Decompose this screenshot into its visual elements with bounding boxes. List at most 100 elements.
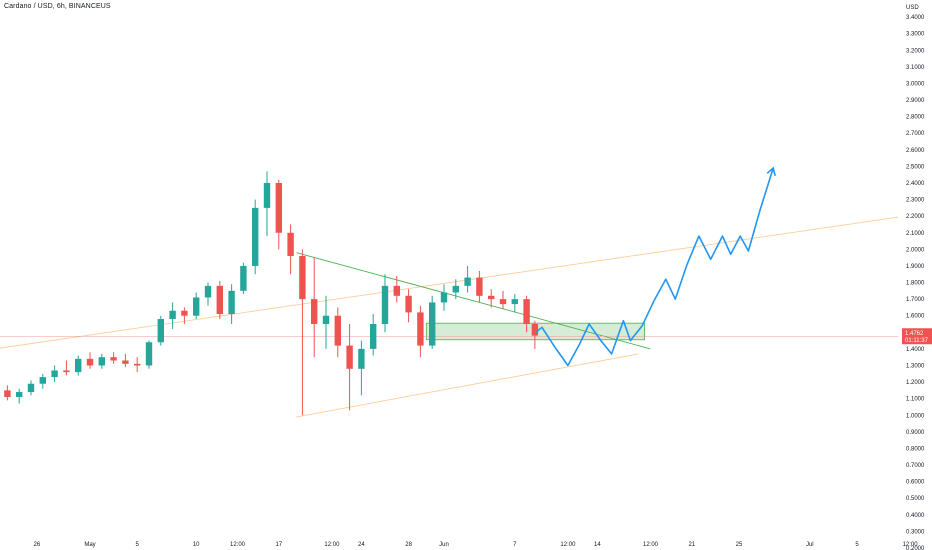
- candle-body: [381, 285, 389, 325]
- candle-body: [287, 232, 294, 256]
- y-tick-label: 0.2000: [906, 546, 925, 550]
- x-tick-label: 5: [136, 542, 140, 548]
- candles: [4, 171, 539, 416]
- y-tick-label: 2.3000: [906, 198, 925, 204]
- y-tick-label: 1.7000: [906, 297, 925, 303]
- candle-body: [75, 358, 82, 373]
- x-tick-label: 21: [688, 542, 695, 548]
- candle-body: [334, 315, 341, 346]
- candle-body: [98, 357, 105, 366]
- x-tick-label: May: [84, 542, 95, 548]
- candle-body: [145, 342, 153, 366]
- chart-title: Cardano / USD, 6h, BINANCEUS: [4, 3, 111, 10]
- x-tick-label: 12:00: [324, 542, 340, 548]
- candle-body: [440, 292, 448, 303]
- candle-body: [240, 265, 247, 291]
- x-tick-label: 26: [34, 542, 41, 548]
- y-axis: USD 3.4000 3.3000 3.2000 3.1000 3.0000 2.9000 2…: [906, 5, 925, 550]
- y-tick-label: 3.2000: [906, 48, 925, 54]
- descending-trendline: [296, 252, 651, 350]
- y-tick-label: 2.2000: [906, 214, 925, 220]
- y-tick-label: 2.9000: [906, 98, 925, 104]
- candle-body: [134, 363, 141, 366]
- candle-body: [452, 285, 459, 293]
- plot-area: [0, 166, 898, 418]
- x-tick-label: Jun: [439, 542, 449, 548]
- y-tick-label: 0.3000: [906, 529, 925, 535]
- y-tick-label: 2.8000: [906, 115, 925, 121]
- y-tick-label: 0.6000: [906, 480, 925, 486]
- y-tick-label: 0.7000: [906, 463, 925, 469]
- candle-body: [417, 312, 424, 346]
- candle-body: [263, 182, 271, 208]
- y-tick-label: 3.0000: [906, 81, 925, 87]
- projection-path: [535, 167, 774, 367]
- y-tick-label: 1.8000: [906, 281, 925, 287]
- x-tick-label: 25: [736, 542, 743, 548]
- candle-body: [204, 285, 212, 298]
- last-price-value: 1.4762: [905, 331, 924, 337]
- y-tick-label: 1.0000: [906, 413, 925, 419]
- candle-body: [531, 324, 539, 336]
- y-tick-label: 1.4000: [906, 347, 925, 353]
- candle-body: [429, 302, 436, 346]
- x-tick-label: 28: [405, 542, 412, 548]
- y-tick-label: 3.3000: [906, 32, 925, 38]
- y-tick-label: 1.2000: [906, 380, 925, 386]
- candle-body: [193, 297, 200, 316]
- candle-body: [393, 285, 400, 296]
- last-price-label-bg: [902, 328, 932, 345]
- x-tick-label: 12:00: [560, 542, 576, 548]
- x-tick-label: 24: [358, 542, 365, 548]
- candle-body: [523, 299, 530, 325]
- y-tick-label: 3.4000: [906, 15, 925, 21]
- y-tick-label: 0.4000: [906, 513, 925, 519]
- last-price-countdown: 01:11:37: [905, 338, 929, 344]
- candle-body: [476, 277, 483, 296]
- projection-arrowhead: [766, 166, 776, 177]
- x-tick-label: 5: [855, 542, 859, 548]
- x-tick-label: Jul: [806, 542, 814, 548]
- y-tick-label: 0.9000: [906, 430, 925, 436]
- x-tick-label: 14: [594, 542, 601, 548]
- y-tick-label: 2.6000: [906, 148, 925, 154]
- candle-body: [63, 370, 70, 373]
- candle-body: [110, 357, 117, 361]
- candle-body: [4, 390, 11, 398]
- candle-body: [370, 324, 377, 349]
- candle-body: [228, 290, 235, 315]
- candle-body: [499, 299, 507, 305]
- x-tick-label: 10: [193, 542, 200, 548]
- candle-body: [157, 319, 164, 343]
- x-tick-label: 12:00: [643, 542, 659, 548]
- x-tick-label: 12:00: [230, 542, 246, 548]
- candle-body: [511, 299, 518, 305]
- y-tick-label: 1.9000: [906, 264, 925, 270]
- x-axis: 26 May 5 10 12:00 17 12:00 24 28 Jun 7 12:00 14 12:00…: [34, 542, 919, 548]
- y-axis-unit: USD: [906, 5, 919, 11]
- candle-body: [488, 295, 495, 300]
- candle-body: [181, 310, 188, 316]
- y-tick-label: 0.8000: [906, 446, 925, 452]
- y-tick-label: 2.1000: [906, 231, 925, 237]
- candle-body: [405, 295, 412, 313]
- candle-body: [169, 310, 176, 320]
- candle-body: [39, 377, 46, 384]
- x-tick-label: 17: [275, 542, 282, 548]
- candle-body: [346, 345, 353, 369]
- x-tick-label: 7: [513, 542, 517, 548]
- y-tick-label: 2.0000: [906, 247, 925, 253]
- candle-body: [275, 182, 282, 233]
- y-tick-label: 3.1000: [906, 65, 925, 71]
- y-tick-label: 0.5000: [906, 496, 925, 502]
- y-tick-label: 2.4000: [906, 181, 925, 187]
- candle-body: [322, 315, 330, 325]
- candle-body: [311, 299, 318, 325]
- upper-channel-line: [0, 216, 898, 349]
- lower-channel-line: [296, 353, 639, 418]
- candle-body: [27, 383, 35, 393]
- y-tick-label: 1.6000: [906, 314, 925, 320]
- y-tick-label: 2.7000: [906, 131, 925, 137]
- candle-body: [122, 360, 129, 364]
